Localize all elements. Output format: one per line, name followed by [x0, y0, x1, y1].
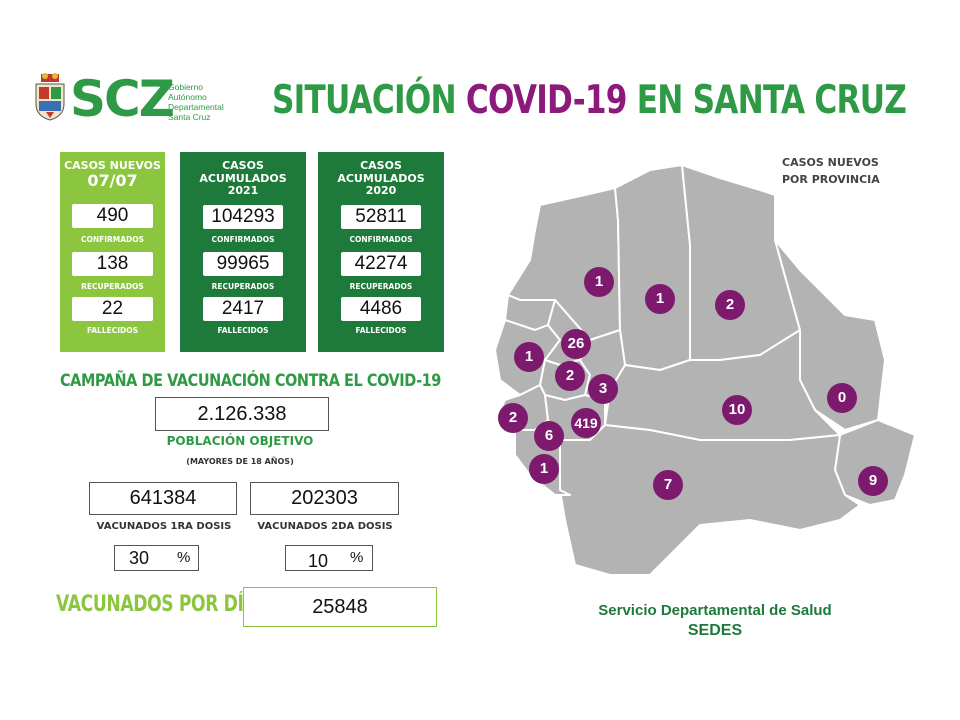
dosis2-value: 202303	[250, 482, 399, 515]
nuevos-fallecidos-value: 22	[72, 297, 153, 321]
map-title: CASOS NUEVOS POR PROVINCIA	[782, 156, 880, 186]
province-marker: 26	[561, 329, 591, 359]
vacunados-por-dia-value: 25848	[243, 587, 437, 627]
dosis2-percent: 10	[308, 551, 329, 571]
province-marker: 2	[715, 290, 745, 320]
dosis1-percent-box: 30 %	[114, 545, 199, 571]
nuevos-recuperados-value: 138	[72, 252, 153, 276]
2021-fallecidos-value: 2417	[203, 297, 283, 321]
dosis1-value: 641384	[89, 482, 237, 515]
2021-recuperados-value: 99965	[203, 252, 283, 276]
province-marker: 1	[584, 267, 614, 297]
santa-cruz-map	[494, 164, 916, 576]
coat-of-arms-icon	[33, 72, 67, 122]
poblacion-objetivo-label: POBLACIÓN OBJETIVO	[166, 434, 314, 448]
province-marker: 7	[653, 470, 683, 500]
province-marker: 9	[858, 466, 888, 496]
percent-sign: %	[177, 549, 191, 566]
province-marker: 3	[588, 374, 618, 404]
2020-confirmados-value: 52811	[341, 205, 421, 229]
province-marker: 2	[498, 403, 528, 433]
logo-text: SCZ	[70, 70, 175, 128]
vacunacion-title: CAMPAÑA DE VACUNACIÓN CONTRA EL COVID-19	[60, 371, 441, 391]
dosis1-label: VACUNADOS 1RA DOSIS	[96, 521, 232, 532]
panel-title: CASOS ACUMULADOS	[199, 159, 287, 185]
nuevos-confirmados-value: 490	[72, 204, 153, 228]
province-region	[614, 164, 691, 371]
government-name: Gobierno Autónomo Departamental Santa Cr…	[168, 82, 224, 122]
province-marker: 1	[645, 284, 675, 314]
province-marker: 419	[571, 408, 601, 438]
nuevos-recuperados-label: RECUPERADOS	[81, 282, 144, 291]
dosis1-percent: 30	[129, 548, 150, 568]
percent-sign: %	[350, 549, 364, 566]
poblacion-objetivo-sublabel: (MAYORES DE 18 AÑOS)	[186, 457, 294, 466]
poblacion-objetivo-value: 2.126.338	[155, 397, 329, 431]
panel-title: CASOS ACUMULADOS	[337, 159, 425, 185]
2020-fallecidos-value: 4486	[341, 297, 421, 321]
2021-recuperados-label: RECUPERADOS	[211, 282, 275, 291]
2021-fallecidos-label: FALLECIDOS	[217, 326, 269, 335]
panel-title: CASOS NUEVOS	[64, 159, 161, 172]
dosis2-percent-box: 10 %	[285, 545, 373, 571]
nuevos-confirmados-label: CONFIRMADOS	[80, 235, 145, 244]
2021-confirmados-value: 104293	[203, 205, 283, 229]
province-marker: 2	[555, 361, 585, 391]
province-marker: 10	[722, 395, 752, 425]
province-marker: 0	[827, 383, 857, 413]
panel-year: 2021	[227, 184, 259, 197]
province-marker: 6	[534, 421, 564, 451]
2020-confirmados-label: CONFIRMADOS	[349, 235, 413, 244]
2021-confirmados-label: CONFIRMADOS	[211, 235, 275, 244]
province-marker: 1	[529, 454, 559, 484]
province-region	[559, 424, 861, 576]
2020-recuperados-label: RECUPERADOS	[349, 282, 413, 291]
panel-year: 2020	[365, 184, 397, 197]
footer-org: Servicio Departamental de Salud SEDES	[598, 602, 832, 639]
2020-fallecidos-label: FALLECIDOS	[355, 326, 407, 335]
2020-recuperados-value: 42274	[341, 252, 421, 276]
panel-date: 07/07	[87, 171, 138, 190]
dosis2-label: VACUNADOS 2DA DOSIS	[257, 521, 393, 532]
nuevos-fallecidos-label: FALLECIDOS	[86, 326, 139, 335]
vacunados-por-dia-label: VACUNADOS POR DÍA	[56, 592, 257, 617]
province-marker: 1	[514, 342, 544, 372]
page-title: SITUACIÓN COVID-19 EN SANTA CRUZ	[272, 78, 907, 123]
